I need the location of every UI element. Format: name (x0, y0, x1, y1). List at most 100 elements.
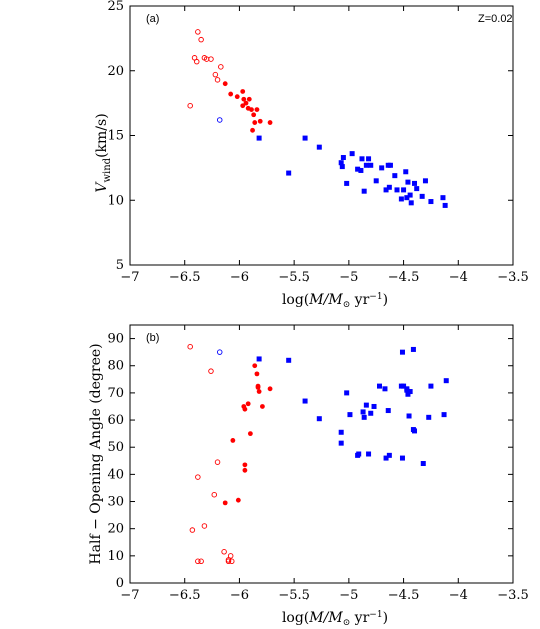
panel-b-filled-circle-point (230, 438, 236, 443)
panel-b-filled-square-point (363, 402, 369, 408)
panel-b-filled-square-point (399, 455, 405, 461)
panel-b-filled-square-point (406, 413, 412, 419)
panel-a-ticks (129, 5, 514, 266)
panel-b-data-points (187, 343, 449, 565)
panel-a-y-tick-label: 5 (116, 258, 124, 273)
panel-b-filled-square-point (366, 451, 372, 457)
panel-a-x-tick-label: −4.5 (388, 270, 420, 285)
panel-b-x-tick-label: −4.5 (388, 588, 420, 603)
panel-b-filled-square-point (360, 409, 366, 415)
panel-a-filled-circle-point (254, 107, 260, 112)
panel-a-filled-square-point (368, 162, 374, 168)
panel-b-x-axis-label-pre: log( (282, 610, 309, 626)
panel-b-filled-square-point (302, 398, 308, 404)
panel-b-y-axis-label: Half − Opening Angle (degree) (88, 343, 104, 564)
panel-a-filled-square-point (302, 135, 308, 141)
panel-b-filled-square-point (344, 390, 350, 396)
panel-a-open-circle-point (216, 117, 223, 123)
panel-a-y-axis-label-main: V (94, 181, 110, 193)
panel-b-open-circle-point (195, 474, 201, 480)
panel-b-filled-square-point (399, 349, 405, 355)
panel-b-y-tick-label: 40 (107, 467, 124, 482)
panel-a-open-circle-point (218, 64, 224, 70)
panel-a-filled-square-point (386, 184, 392, 190)
panel-a-filled-circle-point (234, 94, 240, 100)
panel-a-y-axis-label-unit: (km/s) (94, 113, 110, 158)
panel-a-filled-square-point (392, 173, 398, 179)
panel-b-x-tick-label: −6.5 (169, 588, 201, 603)
panel-a-x-tick-label: −6.5 (169, 270, 201, 285)
panel-b-open-circle-point (227, 553, 234, 559)
panel-a-filled-square-point (286, 170, 292, 176)
panel-b-filled-square-point (443, 378, 449, 384)
panel-b-open-circle-point (214, 459, 221, 465)
panel-b-filled-square-point (412, 428, 418, 434)
panel-b-y-tick-label: 60 (107, 413, 124, 428)
panel-a-y-tick-label: 10 (107, 193, 124, 208)
panel-a-filled-square-point (414, 186, 420, 192)
panel-a-label: (a) (146, 13, 159, 25)
panel-b-filled-square-point (338, 440, 344, 446)
panel-a-mdot-dot-accent: ˙ (304, 279, 310, 292)
panel-a-filled-circle-point (257, 118, 263, 124)
panel-a-filled-square-point (349, 151, 355, 157)
panel-a-metallicity-annotation: Z=0.02 (478, 13, 513, 25)
panel-a-y-tick-label: 20 (107, 64, 124, 79)
panel-a-x-tick-label: −3.5 (497, 270, 529, 285)
panel-a-filled-square-point (355, 166, 361, 172)
panel-b-y-tick-label: 0 (116, 576, 124, 591)
panel-a-data-points (187, 29, 448, 208)
panel-a-filled-square-point (440, 195, 446, 201)
panel-b-x-tick-label: −5.5 (278, 588, 310, 603)
panel-b-open-circle-point (189, 527, 196, 533)
panel-a-open-circle-point (212, 71, 219, 78)
panel-b-filled-square-point (383, 455, 389, 461)
panel-a-x-axis-label-exponent: −1 (369, 292, 382, 302)
panel-a-filled-square-point (359, 156, 365, 162)
panel-b-open-circle-point (229, 558, 235, 565)
panel-b-open-circle-point (211, 491, 218, 498)
panel-a-filled-square-point (339, 164, 345, 170)
panel-b-mdot-dot-accent: ˙ (304, 597, 310, 610)
panel-a-x-tick-label: −5.5 (278, 270, 310, 285)
panel-a-filled-square-point (398, 196, 404, 202)
panel-a-filled-square-point (408, 200, 414, 206)
panel-a-filled-circle-point (250, 127, 255, 133)
panel-a-filled-square-point (383, 187, 389, 193)
panel-b-y-tick-label: 30 (107, 495, 124, 510)
panel-b-x-tick-label: −6 (230, 588, 249, 603)
panel-b-angle-chart: −7 −6.5 −6 −5.5 −5 −4.5 −4 −3.5 0 10 20 30 40 50 60 70… (88, 324, 529, 628)
panel-a-x-axis-label-pre: log( (282, 292, 309, 308)
panel-b-filled-circle-point (260, 404, 265, 409)
panel-b-filled-circle-point (247, 431, 253, 437)
panel-b-filled-square-point (356, 451, 362, 457)
panel-a-filled-circle-point (249, 107, 254, 112)
panel-b-filled-square-point (316, 416, 322, 422)
panel-b-filled-square-point (428, 383, 434, 389)
panel-b-filled-square-point (368, 410, 374, 416)
svg-text:log(M/M⊙ yr−1): log(M/M⊙ yr−1) (282, 292, 388, 310)
panel-a-velocity-chart: −7 −6.5 −6 −5.5 −5 −4.5 −4 −3.5 5 10 15 20 25 (a) Z… (94, 0, 529, 310)
panel-b-y-tick-label: 90 (107, 332, 124, 347)
panel-a-filled-square-point (344, 180, 350, 186)
panel-a-y-tick-label: 25 (107, 0, 124, 14)
panel-a-x-tick-label: −7 (120, 270, 139, 285)
panel-a-filled-square-point (407, 192, 413, 198)
panel-a-filled-square-point (428, 199, 434, 205)
panel-b-filled-circle-point (267, 386, 273, 392)
panel-b-filled-circle-point (242, 406, 248, 412)
panel-b-open-circle-point (187, 343, 193, 350)
panel-a-filled-square-point (358, 167, 364, 173)
panel-b-x-tick-label: −4 (449, 588, 468, 603)
panel-b-x-axis-label-post: ) (383, 610, 388, 626)
panel-b-filled-square-point (407, 389, 413, 395)
panel-a-filled-circle-point (246, 96, 252, 102)
panel-a-filled-square-point (361, 188, 367, 194)
panel-b-y-tick-label: 10 (107, 549, 124, 564)
panel-b-filled-circle-point (255, 383, 261, 389)
panel-b-filled-square-point (382, 386, 388, 392)
panel-b-filled-square-point (361, 414, 367, 420)
panel-b-y-tick-label: 50 (107, 440, 124, 455)
panel-a-filled-square-point (316, 144, 322, 150)
panel-a-y-axis-label-subscript: wind (102, 157, 113, 182)
